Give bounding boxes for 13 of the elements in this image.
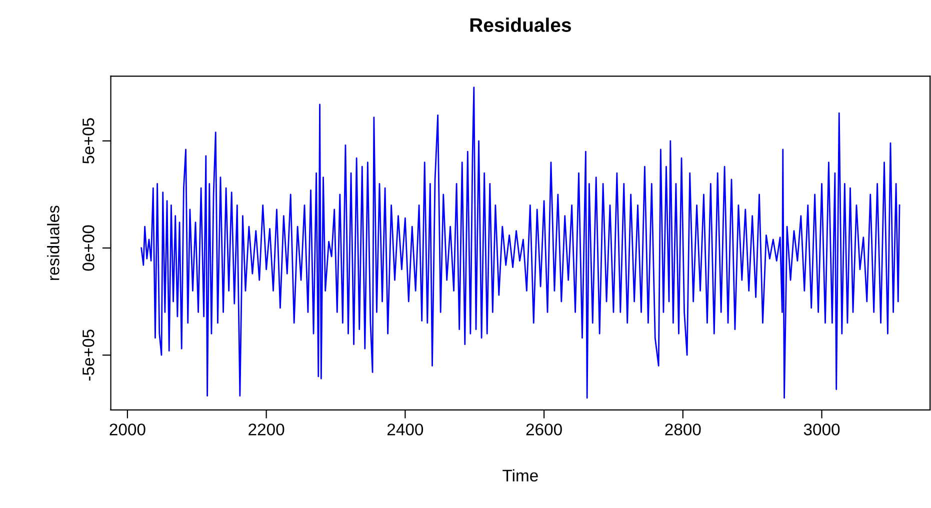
x-tick-label: 2200 xyxy=(248,424,284,436)
x-tick-label: 2000 xyxy=(110,424,146,436)
x-axis-title: Time xyxy=(502,469,538,482)
x-tick-label: 3000 xyxy=(804,424,840,436)
y-tick-label: 5e+05 xyxy=(82,118,94,164)
y-axis-title: residuales xyxy=(47,206,60,280)
y-tick-label: 0e+00 xyxy=(82,225,94,271)
y-tick-label: -5e+05 xyxy=(82,330,94,381)
x-tick-label: 2800 xyxy=(665,424,701,436)
x-tick-label: 2400 xyxy=(387,424,424,436)
line-series xyxy=(140,86,900,399)
chart-title: Residuales xyxy=(470,18,571,32)
x-tick-label: 2600 xyxy=(526,424,562,436)
